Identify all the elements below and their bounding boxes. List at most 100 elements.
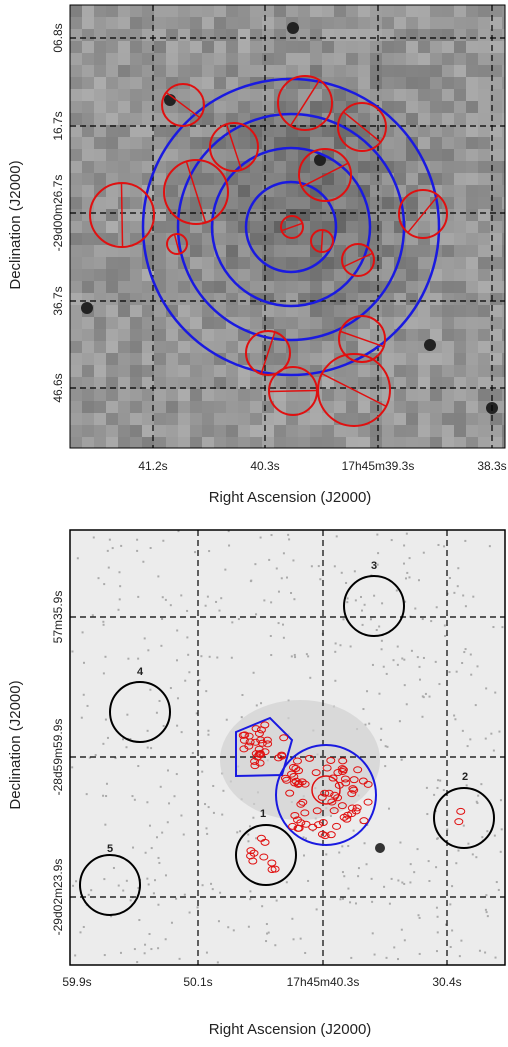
- pixel: [334, 293, 346, 305]
- red-source: [349, 776, 359, 784]
- speck: [497, 888, 500, 891]
- pixel: [430, 413, 442, 425]
- speck: [292, 559, 295, 562]
- pixel: [118, 53, 130, 65]
- pixel: [334, 305, 346, 317]
- speck: [254, 563, 257, 566]
- speck: [263, 599, 266, 602]
- speck: [267, 931, 270, 934]
- pixel: [178, 53, 190, 65]
- speck: [307, 655, 310, 658]
- speck: [241, 694, 244, 697]
- pixel: [370, 77, 382, 89]
- pixel: [322, 437, 334, 448]
- pixel: [106, 233, 118, 245]
- pixel: [334, 5, 346, 17]
- pixel: [202, 29, 214, 41]
- pixel: [274, 149, 286, 161]
- pixel: [94, 125, 106, 137]
- red-source: [267, 866, 277, 874]
- pixel: [226, 329, 238, 341]
- pixel: [442, 437, 454, 448]
- pixel: [406, 101, 418, 113]
- speck: [416, 656, 419, 659]
- pixel: [118, 293, 130, 305]
- speck: [180, 594, 183, 597]
- pixel: [226, 5, 238, 17]
- pixel: [406, 149, 418, 161]
- speck: [137, 595, 140, 598]
- speck: [421, 715, 424, 718]
- pixel: [502, 293, 505, 305]
- pixel: [310, 317, 322, 329]
- pixel: [106, 221, 118, 233]
- pixel: [70, 197, 82, 209]
- pixel: [106, 125, 118, 137]
- pixel: [94, 77, 106, 89]
- pixel: [70, 173, 82, 185]
- pixel: [490, 197, 502, 209]
- pixel: [454, 425, 466, 437]
- pixel: [418, 65, 430, 77]
- speck: [347, 887, 350, 890]
- speck: [436, 931, 439, 934]
- pixel: [394, 377, 406, 389]
- pixel: [286, 197, 298, 209]
- pixel: [478, 29, 490, 41]
- pixel: [82, 233, 94, 245]
- pixel: [286, 65, 298, 77]
- pixel: [70, 425, 82, 437]
- pixel: [490, 221, 502, 233]
- speck: [417, 914, 420, 917]
- pixel: [382, 65, 394, 77]
- pixel: [466, 221, 478, 233]
- speck: [495, 881, 498, 884]
- pixel: [106, 149, 118, 161]
- pixel: [310, 353, 322, 365]
- pixel: [70, 377, 82, 389]
- speck: [277, 622, 280, 625]
- pixel: [430, 17, 442, 29]
- pixel: [274, 281, 286, 293]
- pixel: [118, 413, 130, 425]
- pixel: [346, 281, 358, 293]
- pixel: [166, 377, 178, 389]
- speck: [175, 897, 178, 900]
- pixel: [94, 65, 106, 77]
- speck: [249, 890, 252, 893]
- speck: [354, 902, 357, 905]
- pixel: [130, 29, 142, 41]
- y-tick-label: 36.7s: [51, 286, 65, 315]
- pixel: [250, 65, 262, 77]
- pixel: [106, 281, 118, 293]
- pixel: [478, 245, 490, 257]
- pixel: [466, 125, 478, 137]
- star: [287, 22, 299, 34]
- speck: [94, 754, 97, 757]
- speck: [364, 723, 367, 726]
- speck: [457, 849, 460, 852]
- speck: [359, 595, 362, 598]
- speck: [168, 802, 171, 805]
- speck: [80, 716, 83, 719]
- pixel: [466, 29, 478, 41]
- pixel: [166, 41, 178, 53]
- red-source: [294, 780, 304, 788]
- pixel: [262, 5, 274, 17]
- pixel: [166, 185, 178, 197]
- pixel: [226, 389, 238, 401]
- pixel: [130, 89, 142, 101]
- pixel: [430, 209, 442, 221]
- pixel: [214, 221, 226, 233]
- speck: [469, 653, 472, 656]
- pixel: [142, 161, 154, 173]
- pixel: [286, 413, 298, 425]
- speck: [366, 690, 369, 693]
- pixel: [70, 293, 82, 305]
- speck: [133, 948, 136, 951]
- speck: [247, 833, 250, 836]
- pixel: [286, 305, 298, 317]
- pixel: [166, 17, 178, 29]
- pixel: [274, 65, 286, 77]
- pixel: [394, 77, 406, 89]
